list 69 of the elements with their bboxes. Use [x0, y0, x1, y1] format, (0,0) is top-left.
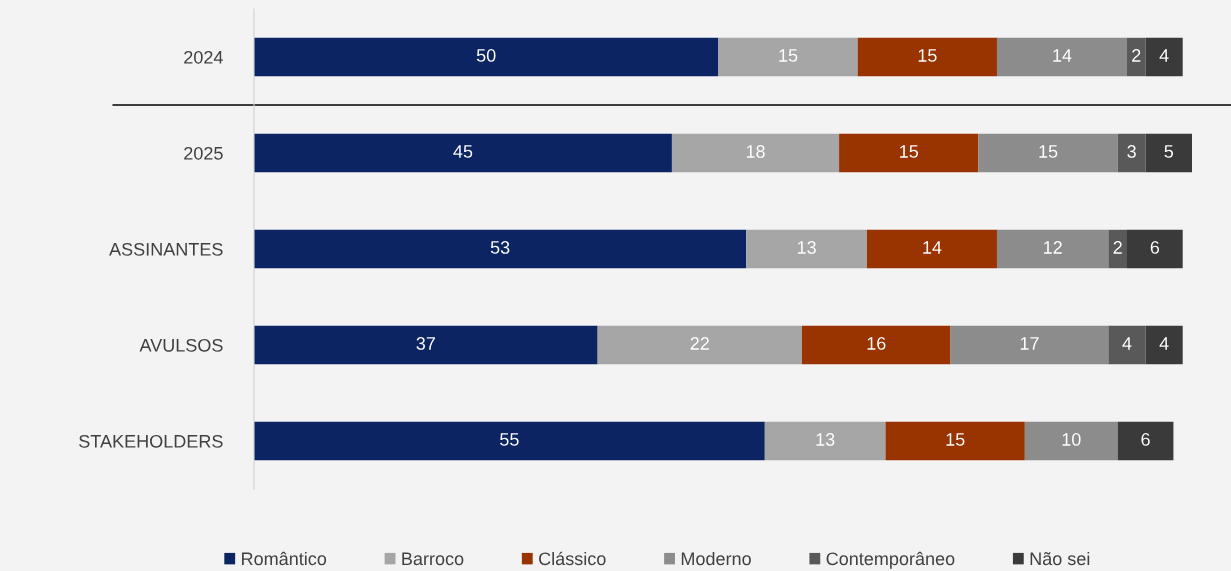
- bar: [671, 133, 840, 173]
- bar: [718, 37, 858, 77]
- bar: [1117, 421, 1174, 461]
- bar: [1145, 133, 1192, 173]
- bar: [857, 37, 997, 77]
- bar: [866, 229, 997, 269]
- legend-label: Barroco: [402, 552, 464, 566]
- bar: [978, 133, 1118, 173]
- bar: [885, 421, 1025, 461]
- bar: [597, 325, 802, 365]
- data-label: 3: [1127, 145, 1136, 158]
- data-label: 17: [1020, 337, 1039, 350]
- bar: [1126, 37, 1146, 77]
- bar: [254, 325, 598, 365]
- bar: [254, 37, 719, 77]
- data-label: 16: [867, 337, 886, 350]
- data-label: 4: [1159, 337, 1169, 350]
- data-label: 15: [900, 145, 919, 158]
- data-label: 15: [918, 49, 937, 62]
- bar: [1108, 325, 1146, 365]
- y-tick-label: AVULSOS: [139, 338, 223, 352]
- bar: [1145, 37, 1183, 77]
- legend-label: Moderno: [681, 551, 751, 566]
- bar: [254, 229, 747, 269]
- bar: [254, 421, 765, 461]
- data-label: 10: [1062, 433, 1081, 446]
- data-label: 5: [1164, 145, 1174, 158]
- data-label: 2: [1113, 241, 1122, 254]
- data-label: 18: [746, 145, 765, 158]
- data-label: 6: [1150, 241, 1160, 254]
- data-label: 53: [490, 241, 510, 254]
- data-label: 12: [1044, 241, 1062, 254]
- y-tick-label: ASSINANTES: [109, 242, 223, 256]
- data-label: 15: [1039, 145, 1058, 158]
- data-label: 55: [500, 433, 519, 446]
- data-label: 50: [476, 49, 496, 62]
- bar: [801, 325, 951, 365]
- bar: [950, 325, 1109, 365]
- data-label: 13: [816, 433, 835, 446]
- y-tick-label: 2025: [184, 146, 223, 160]
- bar: [839, 133, 979, 173]
- data-label: 45: [453, 145, 473, 158]
- bar: [1108, 229, 1127, 269]
- bar: [1126, 229, 1183, 269]
- data-label: 15: [779, 49, 798, 62]
- bar: [1024, 421, 1118, 461]
- y-tick-label: 2024: [184, 50, 223, 64]
- data-label: 2: [1132, 49, 1141, 62]
- data-label: 13: [797, 241, 816, 254]
- data-label: 14: [1053, 49, 1072, 62]
- data-label: 4: [1159, 49, 1169, 62]
- bar: [254, 133, 672, 173]
- data-label: 22: [690, 337, 709, 350]
- legend-label: Não sei: [1030, 551, 1090, 566]
- data-label: 14: [923, 241, 942, 254]
- data-label: 4: [1122, 337, 1132, 350]
- data-label: 6: [1141, 433, 1150, 446]
- bar: [996, 229, 1109, 269]
- y-tick-label: STAKEHOLDERS: [79, 434, 223, 448]
- data-label: 15: [946, 433, 965, 446]
- bar: [1145, 325, 1183, 365]
- legend-label: Contemporâneo: [826, 551, 955, 569]
- bar: [764, 421, 886, 461]
- bar: [1117, 133, 1146, 173]
- bar: [996, 37, 1127, 77]
- bar: [746, 229, 867, 269]
- legend-label: Romântico: [242, 551, 327, 566]
- data-label: 37: [416, 337, 435, 350]
- legend-label: Clássico: [539, 551, 606, 566]
